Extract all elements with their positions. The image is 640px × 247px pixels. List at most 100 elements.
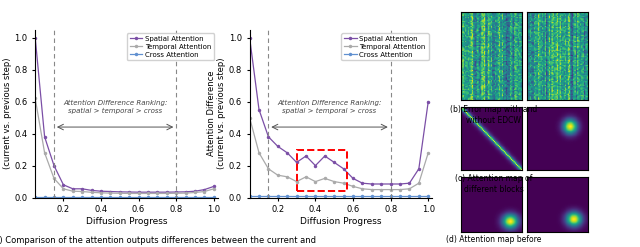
Spatial Attention bbox=[349, 177, 357, 180]
Temporal Attention bbox=[312, 180, 319, 183]
Text: (c) Attention map of: (c) Attention map of bbox=[455, 174, 532, 183]
Cross Attention bbox=[330, 195, 338, 198]
Text: Attention Difference Ranking:
spatial > temporal > cross: Attention Difference Ranking: spatial > … bbox=[63, 100, 167, 114]
Temporal Attention bbox=[358, 187, 366, 190]
Cross Attention bbox=[182, 195, 189, 198]
Line: Temporal Attention: Temporal Attention bbox=[248, 116, 430, 191]
Spatial Attention bbox=[88, 189, 95, 192]
Temporal Attention bbox=[292, 180, 300, 183]
Cross Attention bbox=[255, 195, 263, 198]
Spatial Attention bbox=[69, 187, 77, 190]
Cross Attention bbox=[424, 195, 432, 198]
Cross Attention bbox=[210, 195, 218, 198]
Spatial Attention bbox=[321, 155, 329, 158]
Legend: Spatial Attention, Temporal Attention, Cross Attention: Spatial Attention, Temporal Attention, C… bbox=[127, 33, 214, 60]
Spatial Attention bbox=[125, 190, 133, 193]
Spatial Attention bbox=[255, 108, 263, 111]
Temporal Attention bbox=[50, 177, 58, 180]
Cross Attention bbox=[415, 195, 422, 198]
Text: without EDCW: without EDCW bbox=[466, 116, 521, 125]
Temporal Attention bbox=[340, 182, 348, 185]
Spatial Attention bbox=[182, 190, 189, 193]
Temporal Attention bbox=[182, 192, 189, 195]
Spatial Attention bbox=[78, 187, 86, 190]
Spatial Attention bbox=[154, 191, 161, 194]
Spatial Attention bbox=[415, 167, 422, 170]
Cross Attention bbox=[387, 195, 394, 198]
Cross Attention bbox=[321, 195, 329, 198]
X-axis label: Diffusion Progress: Diffusion Progress bbox=[86, 217, 167, 226]
Temporal Attention bbox=[330, 180, 338, 183]
Spatial Attention bbox=[144, 191, 152, 194]
Temporal Attention bbox=[264, 167, 272, 170]
X-axis label: Diffusion Progress: Diffusion Progress bbox=[300, 217, 381, 226]
Cross Attention bbox=[406, 195, 413, 198]
Spatial Attention bbox=[396, 183, 404, 185]
Spatial Attention bbox=[31, 36, 39, 39]
Temporal Attention bbox=[368, 188, 376, 191]
Spatial Attention bbox=[424, 100, 432, 103]
Cross Attention bbox=[312, 195, 319, 198]
Spatial Attention bbox=[340, 167, 348, 170]
Text: (d) Attention map before: (d) Attention map before bbox=[445, 235, 541, 244]
Temporal Attention bbox=[200, 190, 208, 193]
Cross Attention bbox=[172, 195, 180, 198]
Cross Attention bbox=[116, 195, 124, 198]
Temporal Attention bbox=[31, 97, 39, 100]
Temporal Attention bbox=[60, 187, 67, 190]
Cross Attention bbox=[154, 195, 161, 198]
Spatial Attention bbox=[60, 183, 67, 186]
Legend: Spatial Attention, Temporal Attention, Cross Attention: Spatial Attention, Temporal Attention, C… bbox=[341, 33, 429, 60]
Line: Spatial Attention: Spatial Attention bbox=[248, 36, 430, 186]
Y-axis label: Attention Difference
(current vs. previous step): Attention Difference (current vs. previo… bbox=[207, 58, 226, 169]
Temporal Attention bbox=[396, 188, 404, 191]
Spatial Attention bbox=[116, 190, 124, 193]
Spatial Attention bbox=[358, 182, 366, 185]
Temporal Attention bbox=[284, 175, 291, 178]
Cross Attention bbox=[349, 195, 357, 198]
Spatial Attention bbox=[292, 161, 300, 164]
Spatial Attention bbox=[135, 191, 143, 194]
Spatial Attention bbox=[406, 182, 413, 185]
Spatial Attention bbox=[107, 190, 115, 193]
Temporal Attention bbox=[210, 187, 218, 190]
Bar bbox=[296, 150, 348, 191]
Cross Attention bbox=[264, 195, 272, 198]
Spatial Attention bbox=[200, 188, 208, 191]
Temporal Attention bbox=[378, 188, 385, 191]
Cross Attention bbox=[31, 195, 39, 198]
Temporal Attention bbox=[246, 116, 253, 119]
Cross Attention bbox=[163, 195, 171, 198]
Temporal Attention bbox=[191, 191, 199, 194]
Temporal Attention bbox=[274, 174, 282, 177]
Temporal Attention bbox=[107, 192, 115, 195]
Temporal Attention bbox=[424, 151, 432, 154]
Cross Attention bbox=[292, 195, 300, 198]
Temporal Attention bbox=[97, 191, 105, 194]
Temporal Attention bbox=[154, 192, 161, 195]
Cross Attention bbox=[60, 195, 67, 198]
Cross Attention bbox=[135, 195, 143, 198]
Temporal Attention bbox=[88, 191, 95, 194]
Spatial Attention bbox=[246, 36, 253, 39]
Temporal Attention bbox=[406, 187, 413, 190]
Cross Attention bbox=[368, 195, 376, 198]
Temporal Attention bbox=[116, 192, 124, 195]
Cross Attention bbox=[378, 195, 385, 198]
Text: Attention Difference Ranking:
spatial > temporal > cross: Attention Difference Ranking: spatial > … bbox=[277, 100, 381, 114]
Spatial Attention bbox=[50, 164, 58, 167]
Text: different blocks: different blocks bbox=[463, 185, 524, 194]
Cross Attention bbox=[88, 195, 95, 198]
Temporal Attention bbox=[135, 192, 143, 195]
Temporal Attention bbox=[69, 190, 77, 193]
Temporal Attention bbox=[144, 192, 152, 195]
Spatial Attention bbox=[274, 145, 282, 148]
Cross Attention bbox=[191, 195, 199, 198]
Cross Attention bbox=[358, 195, 366, 198]
Spatial Attention bbox=[312, 164, 319, 167]
Temporal Attention bbox=[387, 188, 394, 191]
Temporal Attention bbox=[302, 175, 310, 178]
Cross Attention bbox=[274, 195, 282, 198]
Cross Attention bbox=[50, 195, 58, 198]
Line: Cross Attention: Cross Attention bbox=[248, 194, 430, 198]
